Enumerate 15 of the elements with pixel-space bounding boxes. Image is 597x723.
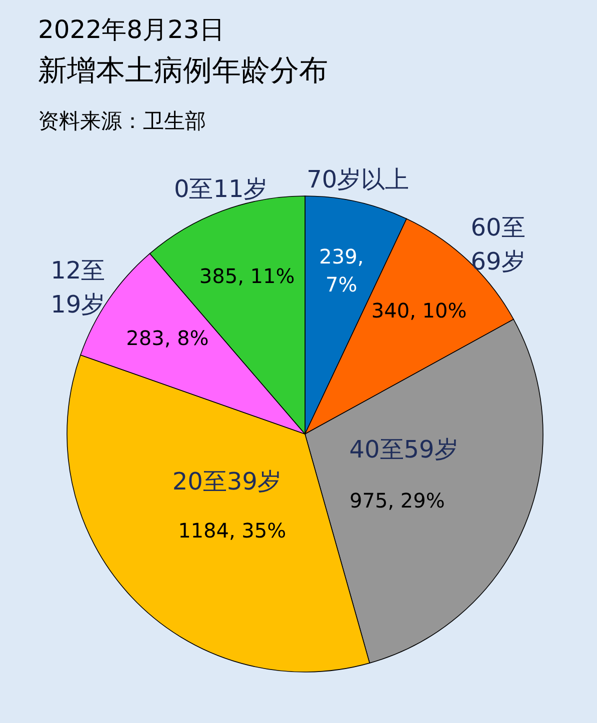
chart-subtitle: 新增本土病例年龄分布 [38,53,328,87]
data-label: 340, 10% [371,299,467,324]
slice-label: 20至39岁 [172,466,282,495]
chart-title: 2022年8月23日 [38,15,224,44]
slice-label: 0至11岁 [174,174,268,203]
data-label: 1184, 35% [178,518,286,543]
data-label: 239, 7% [319,244,364,297]
text: 资料来源：卫生部 [38,109,206,133]
slice-label: 40至59岁 [349,434,458,463]
data-label: 975, 29% [350,489,445,514]
slice-label: 70岁以上 [306,164,410,193]
slice-label: 60至69岁 [470,213,526,276]
data-label: 283, 8% [126,326,209,350]
slice-label: 12至19岁 [50,256,106,318]
data-label: 385, 11% [199,264,295,288]
